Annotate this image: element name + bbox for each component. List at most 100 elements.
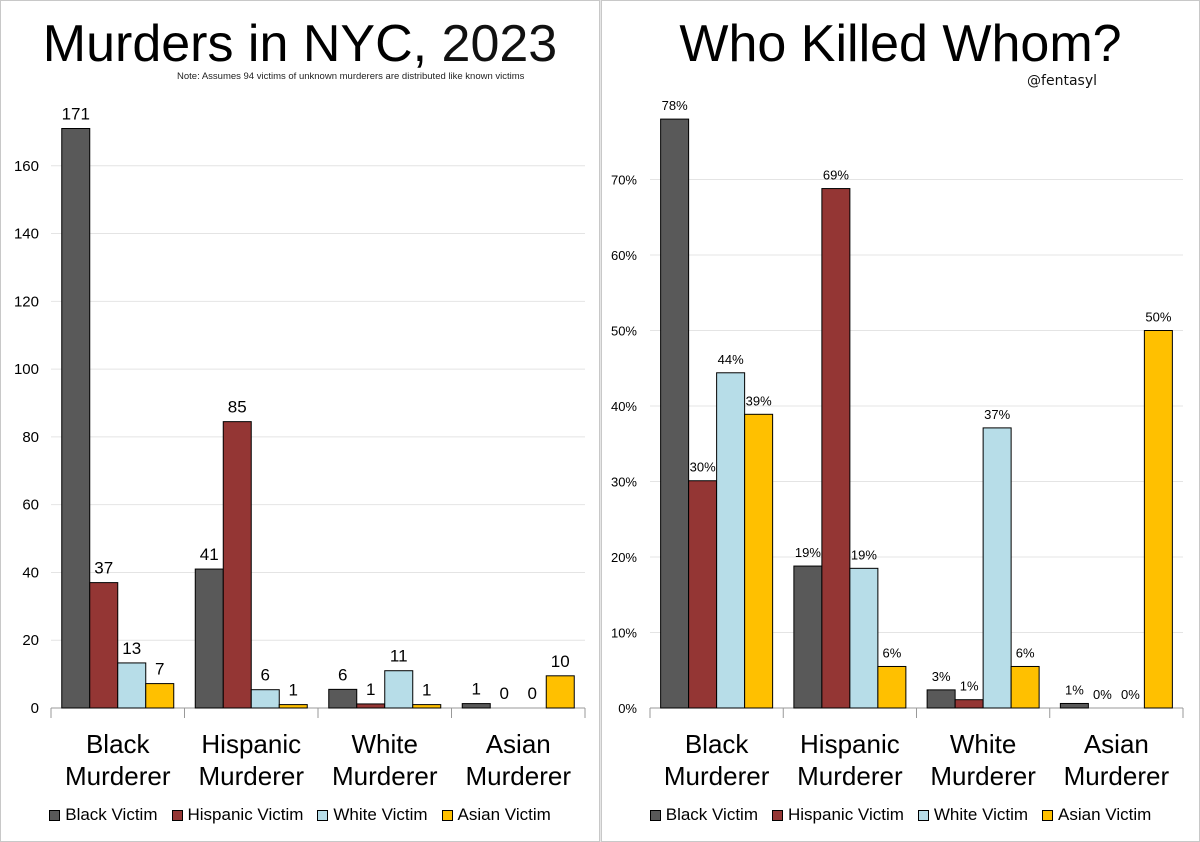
data-label: 6 (261, 666, 270, 685)
bar-asian-victim (145, 683, 175, 709)
data-label: 85 (228, 398, 247, 417)
y-tick-label: 120 (14, 293, 39, 310)
legend-item-asian-victim: Asian Victim (441, 805, 551, 825)
bar-hispanic-victim (89, 582, 119, 709)
category-label: Murderer (199, 761, 305, 791)
y-tick-label: 160 (14, 158, 39, 175)
bar-asian-victim (1143, 330, 1173, 709)
bar-hispanic-victim (356, 703, 386, 709)
category-label: Black (685, 729, 750, 759)
legend-item-white-victim: White Victim (917, 805, 1029, 825)
legend-item-hispanic-victim: Hispanic Victim (171, 805, 304, 825)
bar-hispanic-victim (222, 421, 252, 709)
y-tick-label: 60 (22, 497, 39, 514)
bar-black-victim (61, 128, 91, 709)
data-label: 50% (1145, 310, 1171, 325)
chart-note: Note: Assumes 94 victims of unknown murd… (177, 71, 525, 82)
legend-swatch (441, 809, 453, 821)
category-label: Hispanic (201, 729, 301, 759)
bar-white-victim (982, 427, 1012, 709)
data-label: 6% (882, 645, 901, 660)
chart-title-year: 2023 (441, 15, 558, 73)
bar-black-victim (660, 118, 690, 709)
data-label: 1 (289, 681, 298, 700)
left-chart-panel: Murders in NYC, 2023 Note: Assumes 94 vi… (0, 0, 600, 842)
data-label: 78% (662, 98, 688, 113)
data-label: 1 (422, 681, 431, 700)
chart-credit: @fentasyl (1027, 73, 1097, 89)
legend-label: Black Victim (65, 805, 158, 824)
data-label: 30% (690, 460, 716, 475)
category-label: Murderer (797, 761, 903, 791)
data-label: 13 (122, 639, 141, 658)
category-label: Asian (486, 729, 551, 759)
category-label: White (352, 729, 418, 759)
data-label: 19% (795, 545, 821, 560)
bar-black-victim (461, 703, 491, 709)
legend-item-black-victim: Black Victim (649, 805, 758, 825)
y-tick-label: 30% (611, 475, 637, 490)
data-label: 0 (500, 684, 509, 703)
bar-asian-victim (877, 665, 907, 709)
data-label: 6% (1016, 645, 1035, 660)
legend-swatch (772, 809, 783, 821)
bar-black-victim (1059, 702, 1089, 709)
bar-asian-victim (278, 704, 308, 709)
bar-black-victim (328, 688, 358, 709)
category-label: Murderer (664, 761, 770, 791)
data-label: 10 (551, 652, 570, 671)
bar-black-victim (926, 689, 956, 709)
y-tick-label: 80 (22, 429, 39, 446)
data-label: 11 (390, 647, 408, 666)
legend-swatch (171, 809, 183, 821)
y-tick-label: 20% (611, 550, 637, 565)
legend-swatch (649, 809, 661, 821)
chart-title: Murders in NYC, 2023 (1, 13, 599, 75)
legend-label: Black Victim (665, 805, 758, 824)
category-label: Murderer (1064, 761, 1170, 791)
y-tick-label: 0 (31, 700, 39, 717)
category-label: Asian (1084, 729, 1149, 759)
data-label: 41 (200, 545, 219, 564)
legend-label: White Victim (333, 805, 428, 824)
data-label: 7 (155, 660, 164, 679)
y-tick-label: 140 (14, 226, 39, 243)
data-label: 39% (746, 393, 772, 408)
legend-swatch (49, 809, 61, 821)
legend-item-hispanic-victim: Hispanic Victim (772, 805, 904, 825)
bar-hispanic-victim (688, 480, 718, 709)
legend-swatch (917, 809, 929, 821)
category-label: Murderer (332, 761, 438, 791)
right-chart-panel: Who Killed Whom? @fentasyl 0% 10% 20% 30% 40… (601, 0, 1200, 842)
y-tick-label: 10% (611, 626, 637, 641)
bar-black-victim (793, 565, 823, 709)
y-tick-label: 70% (611, 173, 637, 188)
data-label: 0% (1121, 687, 1140, 702)
bar-hispanic-victim (821, 188, 851, 709)
data-label: 1 (366, 680, 375, 699)
legend: Black Victim Hispanic Victim White Victi… (1, 805, 599, 825)
bar-white-victim (716, 372, 746, 709)
y-tick-label: 100 (14, 361, 39, 378)
bar-white-victim (384, 670, 414, 709)
chart-title-main: Murders in NYC, (42, 15, 428, 73)
bar-white-victim (117, 662, 147, 709)
category-label: Hispanic (800, 729, 900, 759)
y-tick-label: 40 (22, 564, 39, 581)
bar-white-victim (250, 689, 280, 709)
data-label: 19% (851, 547, 877, 562)
legend-label: Asian Victim (457, 805, 551, 824)
legend-label: Hispanic Victim (187, 805, 304, 824)
y-tick-label: 0% (618, 701, 637, 716)
murder-counts-chart: 02040608010012014016017137137BlackMurder… (14, 105, 586, 791)
data-label: 37% (984, 407, 1010, 422)
data-label: 44% (718, 352, 744, 367)
legend-label: White Victim (933, 805, 1029, 824)
category-label: White (950, 729, 1016, 759)
bar-asian-victim (744, 413, 774, 709)
data-label: 0% (1093, 687, 1112, 702)
bar-asian-victim (412, 704, 442, 709)
bar-asian-victim (1010, 665, 1040, 709)
legend-swatch (317, 809, 329, 821)
legend-label: Hispanic Victim (788, 805, 904, 824)
